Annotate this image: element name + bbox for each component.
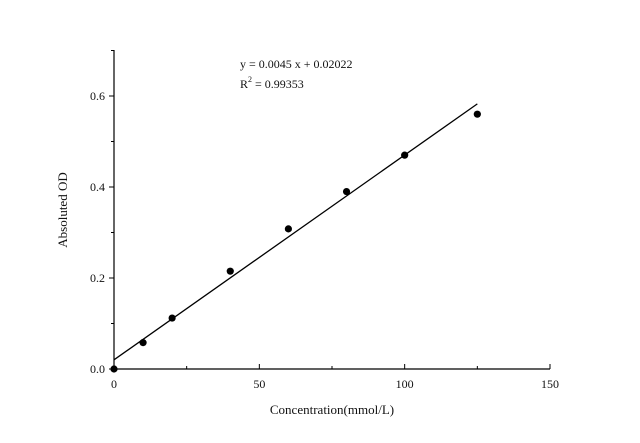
fit-line — [113, 103, 478, 361]
equation-annotation: y = 0.0045 x + 0.02022 — [240, 57, 353, 71]
data-point — [342, 187, 351, 196]
data-point — [139, 339, 147, 347]
y-axis-label: Absoluted OD — [55, 172, 70, 247]
y-tick-label: 0.6 — [90, 89, 105, 103]
regression-line — [113, 103, 478, 361]
x-tick-label: 50 — [253, 377, 265, 391]
data-point — [284, 225, 292, 233]
r-squared-annotation: R2 = 0.99353 — [240, 75, 304, 91]
data-point — [168, 314, 176, 322]
data-point — [401, 151, 409, 159]
y-tick-label: 0.0 — [90, 362, 105, 376]
data-points — [110, 110, 481, 373]
data-point — [226, 267, 234, 275]
axes: 0 50 100 150 0.0 0.2 0.4 0.6 — [90, 50, 559, 391]
y-tick-label: 0.4 — [90, 180, 105, 194]
data-point — [110, 365, 118, 373]
x-axis-label: Concentration(mmol/L) — [270, 402, 394, 417]
x-tick-label: 150 — [541, 377, 559, 391]
x-tick-label: 100 — [396, 377, 414, 391]
data-point — [473, 110, 481, 118]
y-tick-label: 0.2 — [90, 271, 105, 285]
x-tick-label: 0 — [111, 377, 117, 391]
